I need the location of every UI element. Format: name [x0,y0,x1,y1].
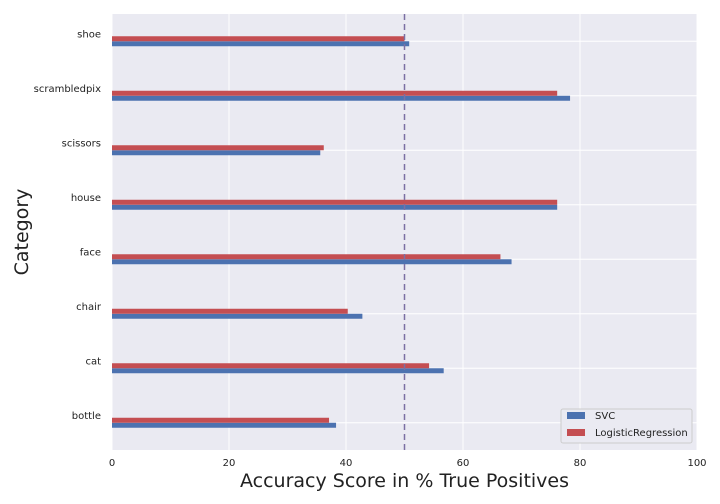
y-tick-label: cat [85,356,101,367]
bar-bottle-svc [112,422,337,428]
legend-box [560,408,693,444]
legend-swatch-logreg [567,429,585,436]
y-tick-label: scissors [62,138,101,149]
bar-shoe-logreg [112,36,405,42]
bar-chair-logreg [112,308,348,314]
legend-label-svc: SVC [595,411,615,422]
x-tick-label: 40 [340,458,353,469]
legend-label-logreg: LogisticRegression [595,428,688,439]
bar-scrambledpix-svc [112,95,571,101]
y-tick-label: shoe [77,29,101,40]
bar-face-svc [112,259,512,265]
bar-scissors-svc [112,150,321,156]
bar-bottle-logreg [112,417,330,423]
x-tick-labels: 0 20 40 60 80 100 [109,458,707,469]
bar-scrambledpix-logreg [112,90,558,96]
legend-swatch-svc [567,412,585,419]
bar-house-logreg [112,199,558,205]
x-tick-label: 0 [109,458,115,469]
bar-chair-svc [112,313,363,319]
y-tick-label: house [71,193,101,204]
y-tick-label: scrambledpix [34,84,101,95]
y-tick-labels: bottle cat chair face house scissors scrambled… [34,29,102,422]
x-tick-label: 80 [574,458,587,469]
bars [112,36,571,428]
y-axis-title: Category [11,189,33,276]
y-tick-label: chair [76,302,102,313]
x-tick-label: 60 [457,458,470,469]
x-tick-label: 20 [223,458,236,469]
x-tick-label: 100 [687,458,706,469]
y-tick-label: bottle [72,411,101,422]
bar-face-logreg [112,254,501,260]
legend: SVC LogisticRegression [560,408,693,444]
bar-cat-svc [112,368,444,374]
bar-house-svc [112,204,558,210]
bar-shoe-svc [112,41,410,47]
bar-scissors-logreg [112,145,324,151]
y-tick-label: face [80,247,101,258]
bar-cat-logreg [112,363,430,369]
x-axis-title: Accuracy Score in % True Positives [240,470,569,492]
